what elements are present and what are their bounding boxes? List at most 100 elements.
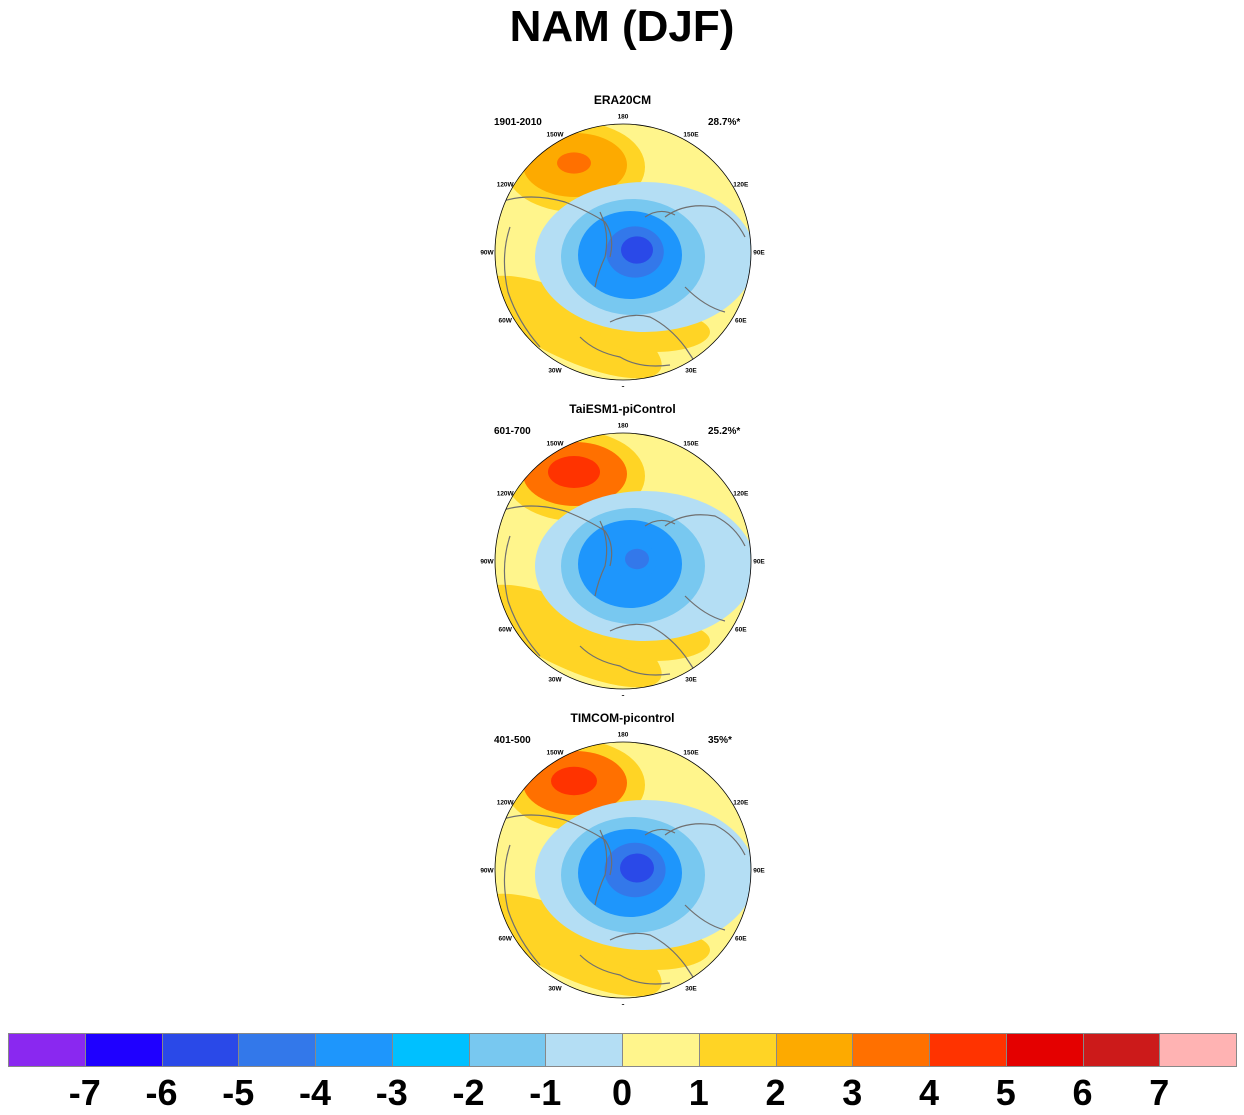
atlantic-high (495, 275, 662, 379)
figure-title: NAM (DJF) (509, 2, 735, 51)
colorbar-swatch (775, 1033, 854, 1067)
colorbar-swatch (84, 1033, 163, 1067)
colorbar-tick-label: -2 (452, 1072, 485, 1113)
longitude-label: 150E (683, 441, 699, 448)
coastline (684, 904, 726, 931)
colorbar-tick-label: 3 (842, 1072, 863, 1113)
longitude-label: 60W (499, 627, 513, 634)
longitude-label: 90W (480, 868, 494, 875)
panel-title: TIMCOM-picontrol (570, 711, 675, 725)
coastline (684, 286, 726, 313)
coastline (664, 514, 746, 547)
colorbar-tick-label: 0 (611, 1072, 633, 1113)
longitude-label: 90W (480, 559, 494, 566)
coastline (594, 829, 608, 906)
explained-variance: 35%* (708, 735, 732, 746)
longitude-label: 120E (733, 800, 749, 807)
coastline (644, 210, 676, 218)
colorbar-tick-label: 1 (688, 1072, 709, 1113)
coastline (503, 226, 541, 348)
coastline (664, 823, 746, 856)
longitude-label: 120W (497, 182, 515, 189)
colorbar-tick-label: 4 (918, 1072, 940, 1113)
colorbar-tick-label: 7 (1149, 1072, 1170, 1113)
arctic-low-core (625, 548, 649, 570)
longitude-label: 30W (548, 676, 562, 683)
map-boundary (494, 741, 752, 999)
atlantic-high (495, 584, 662, 688)
longitude-label: 30E (685, 367, 697, 374)
pacific-high-core (551, 766, 597, 796)
colorbar-swatch (852, 1033, 930, 1067)
map-boundary (494, 432, 752, 690)
colorbar-swatch (1005, 1033, 1084, 1067)
coastline (644, 828, 676, 836)
colorbar-swatch (1082, 1033, 1161, 1067)
longitude-label: 120W (497, 800, 515, 807)
longitude-label: 30E (685, 676, 697, 683)
coastline (684, 595, 726, 622)
map-panel-era20cm: ERA20CM 180 150E 120E 90E 60E 30E 0 30W 60W 90W 12… (470, 93, 775, 393)
colorbar-swatch (929, 1033, 1007, 1067)
coastline (503, 535, 541, 657)
longitude-label: 180 (618, 114, 629, 121)
longitude-label: 60E (735, 318, 747, 325)
colorbar-swatch (391, 1033, 470, 1067)
pacific-high-core (548, 456, 600, 488)
longitude-label: 60E (735, 627, 747, 634)
colorbar-tick-label: 2 (765, 1072, 786, 1113)
pacific-high-core (557, 152, 591, 174)
longitude-label: 60E (735, 936, 747, 943)
explained-variance: 28.7%* (708, 117, 741, 128)
coastline (579, 336, 671, 367)
colorbar-tick-label: -1 (529, 1072, 562, 1113)
longitude-label: 120W (497, 491, 515, 498)
colorbar-swatch (315, 1033, 393, 1067)
longitude-label: 60W (499, 318, 513, 325)
arctic-low-core (621, 236, 653, 264)
colorbar-swatch (545, 1033, 623, 1067)
longitude-label: 90E (753, 868, 765, 875)
panel-title: TaiESM1-piControl (569, 402, 676, 416)
coastline (664, 205, 746, 238)
colorbar-tick-label: -5 (222, 1072, 255, 1113)
colorbar-swatch (698, 1033, 777, 1067)
longitude-label: 0 (621, 1004, 625, 1006)
polar-map: 180 150E 120E 90E 60E 30E 0 30W 60W 90W 120W 150W (480, 114, 765, 388)
colorbar (8, 1033, 1237, 1069)
colorbar-swatch (1159, 1033, 1237, 1067)
colorbar-swatch (622, 1033, 700, 1067)
longitude-label: 30E (685, 985, 697, 992)
coastline (499, 505, 613, 567)
coastline (579, 954, 671, 985)
colorbar-tick-label: -4 (298, 1072, 331, 1113)
atlantic-high (495, 893, 662, 997)
longitude-label: 180 (618, 423, 629, 430)
explained-variance: 25.2%* (708, 426, 741, 437)
coastline (579, 645, 671, 676)
longitude-label: 150E (683, 132, 699, 139)
longitude-label: 90E (753, 559, 765, 566)
longitude-label: 90W (480, 250, 494, 257)
longitude-label: 60W (499, 936, 513, 943)
period-label: 401-500 (494, 735, 531, 746)
longitude-label: 150W (547, 750, 565, 757)
longitude-label: 120E (733, 491, 749, 498)
arctic-low-core (620, 853, 654, 883)
colorbar-tick-label: -7 (68, 1072, 101, 1113)
longitude-label: 90E (753, 250, 765, 257)
coastline (594, 211, 608, 288)
coastline (594, 520, 608, 597)
longitude-label: 150E (683, 750, 699, 757)
coastline (499, 196, 613, 258)
map-boundary (494, 123, 752, 381)
colorbar-swatch (468, 1033, 547, 1067)
polar-map: 180 150E 120E 90E 60E 30E 0 30W 60W 90W 120W 150W (480, 732, 765, 1006)
colorbar-tick-label: -6 (145, 1072, 178, 1113)
colorbar-tick-label: -3 (375, 1072, 408, 1113)
longitude-label: 150W (547, 132, 565, 139)
longitude-label: 30W (548, 367, 562, 374)
longitude-label: 0 (621, 386, 625, 388)
longitude-label: 30W (548, 985, 562, 992)
colorbar-swatch (238, 1033, 316, 1067)
